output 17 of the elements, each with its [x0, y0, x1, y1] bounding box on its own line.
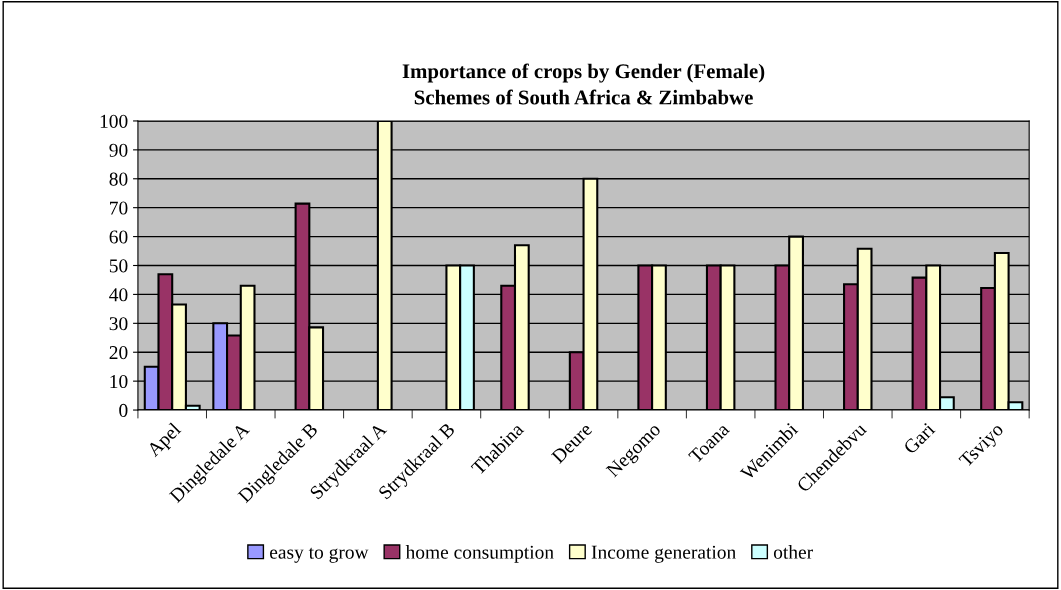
y-tick-label: 80 — [109, 172, 128, 186]
legend-label: other — [773, 545, 813, 559]
x-tick-label: Gari — [902, 421, 936, 455]
y-tick-label: 90 — [109, 143, 128, 157]
y-tick-label: 0 — [119, 403, 128, 417]
legend-label: home consumption — [405, 545, 554, 563]
y-tick-label: 60 — [109, 230, 128, 244]
chart-title: Importance of crops by Gender (Female) Schemes of South Africa & Zimbabwe — [402, 63, 765, 105]
y-tick-label: 100 — [100, 114, 128, 128]
y-tick-label: 40 — [109, 288, 128, 302]
y-tick-label: 50 — [109, 259, 128, 273]
legend-label: Income generation — [591, 545, 736, 563]
y-tick-label: 30 — [109, 317, 128, 331]
legend-label: easy to grow — [270, 547, 369, 563]
y-tick-label: 10 — [110, 374, 128, 389]
y-tick-label: 20 — [109, 346, 128, 360]
y-tick-label: 70 — [110, 201, 128, 215]
